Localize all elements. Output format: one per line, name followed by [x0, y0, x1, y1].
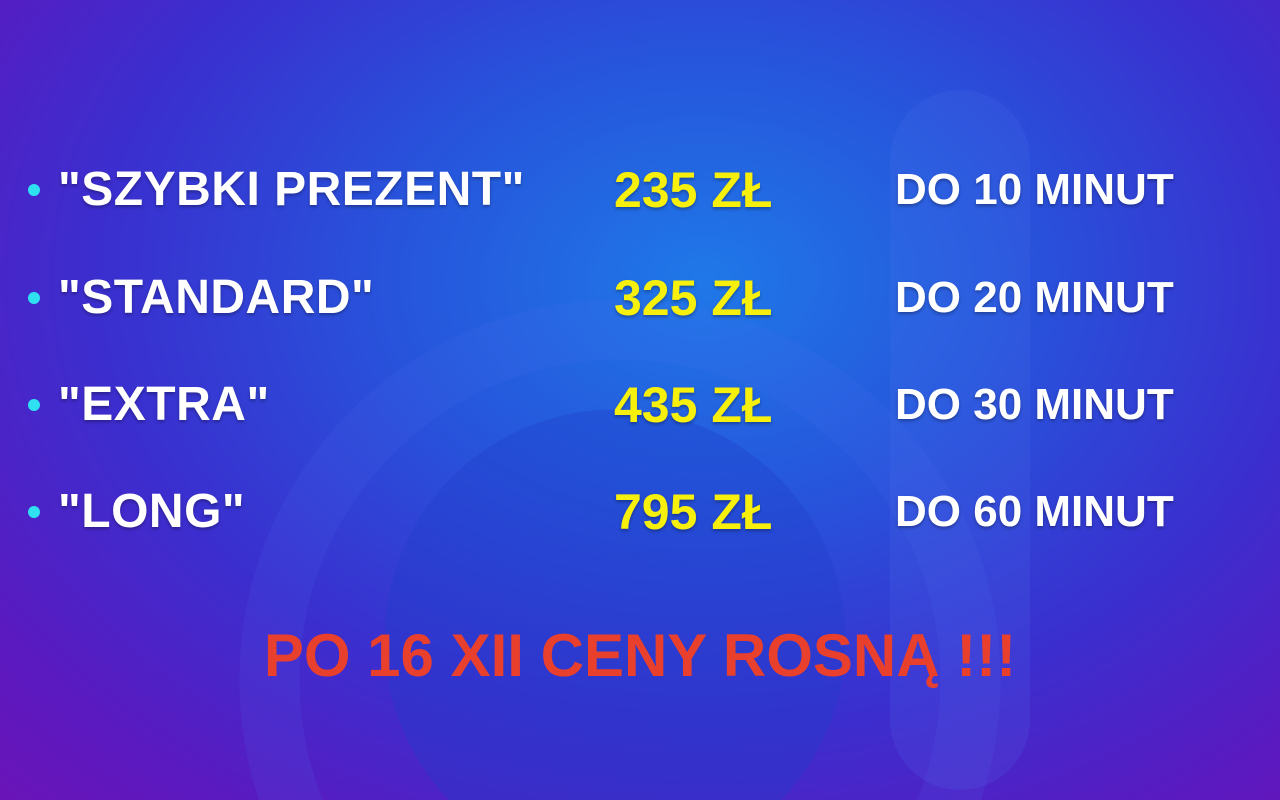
- package-name: "STANDARD": [58, 271, 375, 324]
- package-duration: DO 60 MINUT: [895, 487, 1174, 536]
- package-price: 235 ZŁ: [614, 162, 773, 218]
- package-name: "EXTRA": [58, 378, 270, 431]
- bullet-icon: [28, 399, 40, 411]
- price-row: "SZYBKI PREZENT" 235 ZŁ DO 10 MINUT: [0, 160, 1280, 220]
- bullet-icon: [28, 184, 40, 196]
- price-row: "EXTRA" 435 ZŁ DO 30 MINUT: [0, 375, 1280, 435]
- package-name: "LONG": [58, 485, 246, 538]
- package-price: 795 ZŁ: [614, 484, 773, 540]
- package-duration: DO 30 MINUT: [895, 380, 1174, 429]
- bullet-icon: [28, 506, 40, 518]
- package-price: 325 ZŁ: [614, 270, 773, 326]
- price-row: "STANDARD" 325 ZŁ DO 20 MINUT: [0, 268, 1280, 328]
- package-duration: DO 20 MINUT: [895, 273, 1174, 322]
- bullet-icon: [28, 292, 40, 304]
- package-name: "SZYBKI PREZENT": [58, 163, 525, 216]
- price-row: "LONG" 795 ZŁ DO 60 MINUT: [0, 482, 1280, 542]
- price-increase-notice: PO 16 XII CENY ROSNĄ !!!: [263, 622, 1017, 689]
- package-price: 435 ZŁ: [614, 377, 773, 433]
- package-duration: DO 10 MINUT: [895, 165, 1174, 214]
